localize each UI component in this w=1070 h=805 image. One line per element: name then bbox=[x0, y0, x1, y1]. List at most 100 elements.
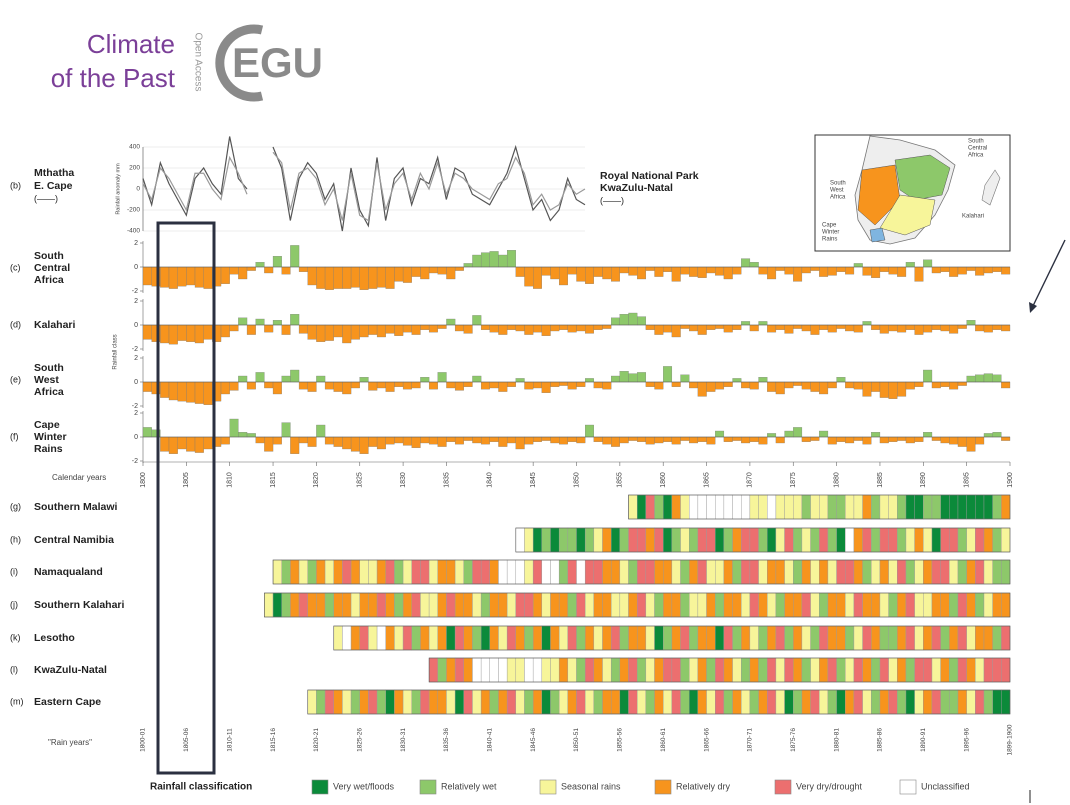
anomaly-line bbox=[142, 136, 586, 232]
class-cell bbox=[472, 625, 482, 651]
bar bbox=[281, 324, 291, 335]
class-cell bbox=[550, 592, 560, 618]
class-cell bbox=[1001, 625, 1011, 651]
class-cell bbox=[636, 689, 647, 715]
class-cell bbox=[342, 689, 352, 715]
class-cell bbox=[749, 559, 759, 585]
bar bbox=[220, 436, 230, 445]
bar bbox=[862, 321, 872, 326]
bar bbox=[897, 324, 907, 333]
bar bbox=[368, 266, 378, 289]
bar bbox=[480, 324, 490, 330]
class-cell bbox=[931, 592, 941, 618]
class-cell bbox=[949, 625, 959, 651]
bar bbox=[463, 263, 473, 268]
bar bbox=[931, 324, 941, 330]
class-cell bbox=[853, 527, 863, 553]
class-cell bbox=[931, 657, 941, 683]
class-cell bbox=[983, 657, 993, 683]
class-cell bbox=[715, 657, 725, 683]
class-cell bbox=[411, 625, 421, 651]
class-cell bbox=[905, 592, 915, 618]
bar bbox=[238, 317, 248, 326]
label: (——) bbox=[600, 195, 624, 205]
class-cell bbox=[524, 592, 534, 618]
bar bbox=[533, 266, 542, 289]
class-cell bbox=[871, 592, 881, 618]
bar bbox=[602, 266, 612, 280]
class-cell bbox=[810, 625, 820, 651]
class-cell bbox=[350, 625, 360, 651]
class-cell bbox=[836, 625, 846, 651]
class-cell bbox=[324, 689, 334, 715]
class-cell bbox=[741, 689, 751, 715]
class-cell bbox=[532, 527, 543, 553]
bar bbox=[871, 432, 881, 438]
class-cell bbox=[801, 559, 811, 585]
map-label: South bbox=[830, 181, 846, 187]
bar bbox=[160, 381, 170, 398]
bar bbox=[732, 266, 742, 275]
bar bbox=[238, 432, 248, 438]
label: E. Cape bbox=[34, 180, 73, 192]
bar bbox=[931, 436, 941, 441]
class-cell bbox=[541, 625, 551, 651]
x-tick-label: 1855-56 bbox=[617, 728, 624, 752]
label: Cape bbox=[34, 419, 60, 431]
class-cell bbox=[931, 494, 941, 520]
class-cell bbox=[489, 625, 499, 651]
class-cell bbox=[316, 592, 326, 618]
class-cell bbox=[793, 592, 803, 618]
bar bbox=[645, 381, 655, 387]
bar bbox=[585, 266, 594, 284]
class-cell bbox=[654, 625, 664, 651]
class-cell bbox=[663, 689, 673, 715]
label: Central Namibia bbox=[34, 534, 114, 546]
bar bbox=[489, 324, 499, 333]
bar bbox=[914, 324, 924, 335]
class-cell bbox=[593, 625, 603, 651]
class-cell bbox=[593, 559, 603, 585]
class-cell bbox=[819, 689, 829, 715]
label: (l) bbox=[10, 664, 18, 674]
bar bbox=[680, 436, 690, 441]
class-cell bbox=[524, 657, 534, 683]
class-cell bbox=[732, 592, 742, 618]
class-cell bbox=[966, 625, 976, 651]
bar bbox=[767, 433, 777, 438]
bar bbox=[611, 317, 620, 326]
class-cell bbox=[506, 657, 517, 683]
class-cell bbox=[975, 625, 985, 651]
bar bbox=[255, 262, 265, 268]
class-cell bbox=[550, 689, 560, 715]
row-frame bbox=[515, 527, 1011, 553]
class-cell bbox=[1001, 527, 1011, 553]
bar bbox=[758, 436, 768, 445]
bar bbox=[1001, 324, 1011, 332]
bar bbox=[307, 266, 317, 286]
bar bbox=[975, 436, 985, 445]
bar bbox=[619, 436, 629, 444]
bar bbox=[741, 436, 751, 444]
bar bbox=[888, 324, 898, 332]
bar bbox=[229, 418, 239, 438]
class-cell bbox=[827, 494, 837, 520]
class-cell bbox=[307, 559, 317, 585]
bar bbox=[741, 258, 751, 268]
class-cell bbox=[463, 592, 473, 618]
bar bbox=[611, 436, 620, 447]
class-cell bbox=[558, 559, 569, 585]
class-cell bbox=[905, 559, 915, 585]
bar bbox=[784, 324, 794, 334]
class-cell bbox=[602, 657, 612, 683]
bar bbox=[463, 381, 473, 387]
bar bbox=[923, 369, 933, 383]
bar bbox=[264, 266, 274, 274]
class-cell bbox=[853, 689, 863, 715]
class-cell bbox=[888, 494, 898, 520]
class-cell bbox=[359, 559, 369, 585]
x-tick-label: 1840-41 bbox=[487, 728, 494, 752]
class-cell bbox=[801, 625, 811, 651]
map-label: South bbox=[968, 139, 984, 145]
bar bbox=[255, 436, 265, 444]
